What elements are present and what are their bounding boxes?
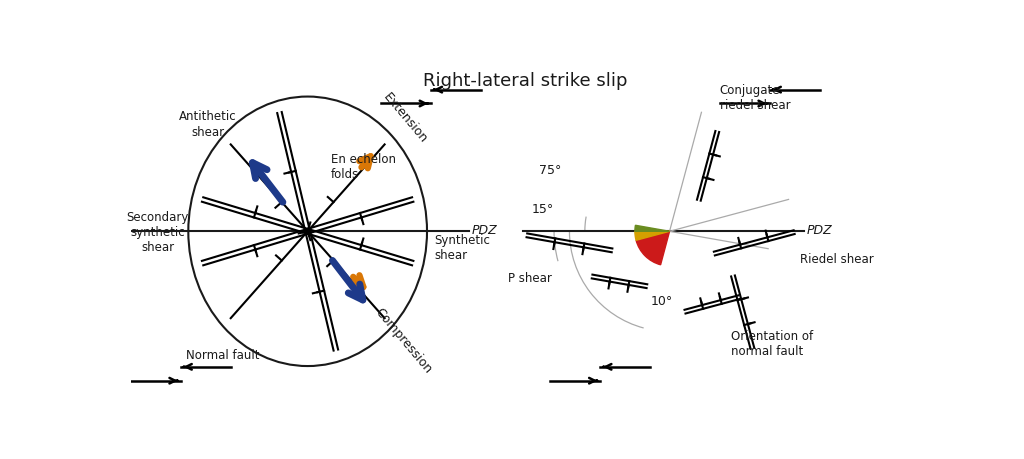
Text: Normal fault: Normal fault xyxy=(186,348,260,361)
Text: 15°: 15° xyxy=(531,202,554,215)
Text: Compression: Compression xyxy=(372,305,434,375)
Text: Extension: Extension xyxy=(381,90,430,146)
Text: Secondary
synthetic
shear: Secondary synthetic shear xyxy=(126,210,188,253)
Text: PDZ: PDZ xyxy=(472,224,498,237)
Text: PDZ: PDZ xyxy=(807,224,833,237)
Text: Conjugate
riedel shear: Conjugate riedel shear xyxy=(720,84,791,111)
Text: Orientation of
normal fault: Orientation of normal fault xyxy=(731,329,813,357)
Text: Riedel shear: Riedel shear xyxy=(801,252,874,265)
Wedge shape xyxy=(635,232,670,241)
Text: Synthetic
shear: Synthetic shear xyxy=(435,233,490,261)
Wedge shape xyxy=(636,232,670,265)
Text: Right-lateral strike slip: Right-lateral strike slip xyxy=(423,72,627,90)
Text: 10°: 10° xyxy=(650,295,673,308)
Wedge shape xyxy=(635,226,670,232)
Text: En echelon
folds: En echelon folds xyxy=(331,152,395,180)
Text: Antithetic
shear: Antithetic shear xyxy=(179,110,237,138)
Text: 75°: 75° xyxy=(539,164,561,177)
Text: P shear: P shear xyxy=(508,271,552,285)
